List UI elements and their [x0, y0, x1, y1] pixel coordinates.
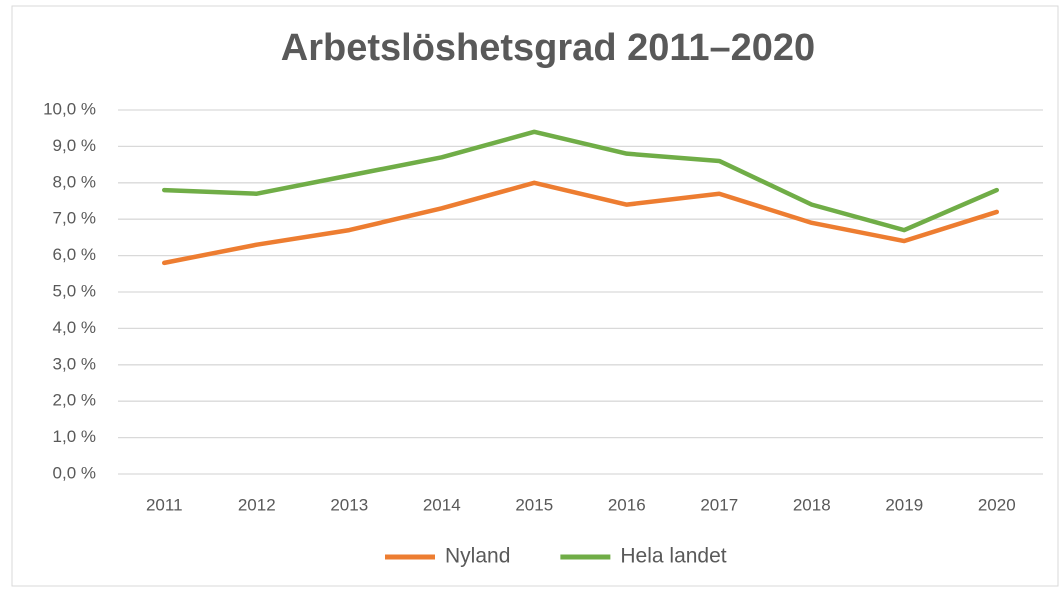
- x-tick-label: 2014: [423, 495, 461, 514]
- legend-label: Hela landet: [620, 545, 726, 568]
- x-tick-label: 2020: [978, 495, 1016, 514]
- x-tick-label: 2015: [515, 495, 553, 514]
- chart-frame: [11, 5, 1059, 587]
- y-tick-label: 6,0 %: [53, 245, 96, 264]
- x-tick-label: 2011: [146, 495, 183, 514]
- x-tick-label: 2018: [793, 495, 831, 514]
- y-tick-label: 1,0 %: [53, 427, 96, 446]
- line-series: [162, 129, 999, 233]
- x-tick-label: 2016: [608, 495, 646, 514]
- y-tick-label: 5,0 %: [53, 281, 96, 300]
- y-tick-label: 7,0 %: [53, 209, 96, 228]
- legend-label: Nyland: [445, 545, 510, 568]
- x-tick-label: 2019: [885, 495, 923, 514]
- line-series: [162, 180, 999, 266]
- x-tick-label: 2013: [330, 495, 368, 514]
- y-tick-label: 9,0 %: [53, 136, 96, 155]
- y-tick-label: 2,0 %: [53, 391, 96, 410]
- y-tick-label: 0,0 %: [53, 463, 96, 482]
- y-tick-label: 10,0 %: [43, 99, 96, 118]
- y-tick-label: 8,0 %: [53, 172, 96, 191]
- x-tick-label: 2017: [700, 495, 738, 514]
- chart-title: Arbetslöshetsgrad 2011–2020: [281, 27, 815, 69]
- y-tick-label: 4,0 %: [53, 318, 96, 337]
- x-tick-label: 2012: [238, 495, 276, 514]
- y-tick-label: 3,0 %: [53, 354, 96, 373]
